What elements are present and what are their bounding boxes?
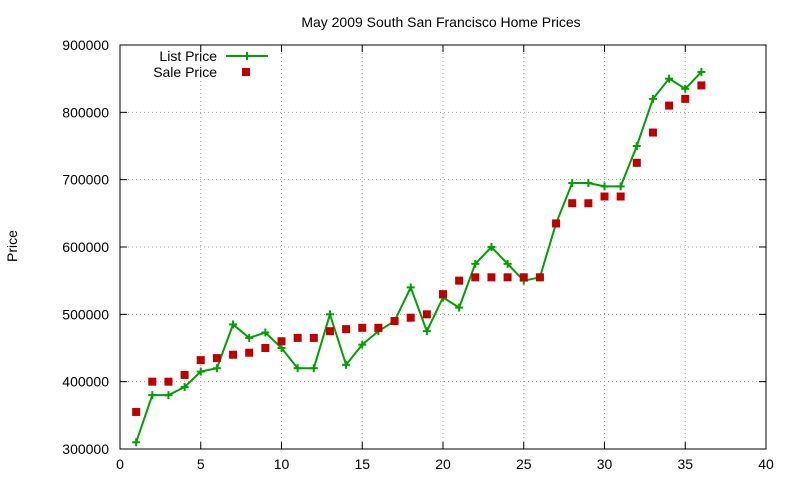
list-price-point — [132, 438, 141, 447]
sale-price-point — [406, 313, 415, 322]
list-price-point — [342, 360, 351, 369]
sale-price-point — [277, 337, 286, 346]
sale-price-point — [293, 333, 302, 342]
list-price-point — [245, 333, 254, 342]
list-price-point — [471, 259, 480, 268]
x-tick-label: 10 — [274, 456, 290, 472]
list-price-point — [148, 391, 157, 400]
plot-area — [132, 67, 706, 447]
legend-label: Sale Price — [153, 64, 217, 80]
list-price-point — [406, 283, 415, 292]
list-price-point — [293, 364, 302, 373]
sale-price-point — [616, 192, 625, 201]
sale-price-point — [471, 273, 480, 282]
list-price-point — [180, 383, 189, 392]
sale-price-point — [584, 199, 593, 208]
list-price-point — [697, 67, 706, 76]
sale-price-point — [665, 101, 674, 110]
sale-price-point — [342, 325, 351, 334]
sale-price-point — [632, 158, 641, 167]
y-tick-label: 600000 — [62, 239, 109, 255]
list-price-point — [277, 344, 286, 352]
sale-price-point — [568, 199, 577, 208]
y-tick-label: 400000 — [62, 374, 109, 390]
list-price-point — [358, 340, 367, 349]
list-price-point — [648, 94, 657, 103]
y-tick-label: 500000 — [62, 306, 109, 322]
y-tick-label: 300000 — [62, 441, 109, 457]
grid — [120, 45, 766, 449]
sale-price-point — [325, 327, 334, 336]
x-tick-label: 15 — [354, 456, 370, 472]
x-tick-label: 20 — [435, 456, 451, 472]
list-price-point — [196, 367, 205, 376]
sale-price-point — [148, 377, 157, 386]
sale-price-point — [180, 370, 189, 379]
list-price-point — [600, 182, 609, 191]
list-price-point — [164, 391, 173, 400]
sale-price-point — [229, 350, 238, 359]
y-axis-label: Price — [4, 230, 20, 262]
list-price-point — [681, 84, 690, 93]
sale-price-point — [535, 273, 544, 282]
sale-price-point — [697, 81, 706, 90]
list-price-point — [309, 364, 318, 373]
sale-price-point — [261, 344, 270, 352]
y-tick-label: 700000 — [62, 172, 109, 188]
sale-price-point — [455, 276, 464, 285]
list-price-point — [325, 310, 334, 319]
sale-price-point — [439, 290, 447, 299]
sale-price-point — [212, 354, 221, 363]
sale-price-point — [358, 323, 367, 332]
chart-title: May 2009 South San Francisco Home Prices — [301, 14, 580, 30]
sale-price-point — [309, 333, 318, 342]
sale-price-point — [390, 317, 399, 326]
axes: 0 5 10 15 20 25 30 35 40 300000 400000 500000 600000… — [62, 37, 774, 472]
sale-price-point — [519, 273, 528, 282]
list-price-point — [455, 303, 464, 312]
list-price-point — [616, 182, 625, 191]
x-tick-label: 35 — [677, 456, 693, 472]
x-tick-label: 30 — [597, 456, 613, 472]
sale-price-point — [600, 192, 609, 201]
sale-price-point — [503, 273, 512, 282]
y-tick-label: 800000 — [62, 104, 109, 120]
list-price-point — [229, 320, 238, 329]
x-tick-label: 5 — [197, 456, 205, 472]
y-tick-label: 900000 — [62, 37, 109, 53]
list-price-point — [487, 243, 496, 251]
legend-square-sample — [242, 68, 250, 76]
list-price-point — [212, 364, 221, 373]
sale-price-point — [132, 407, 141, 416]
sale-price-point — [681, 94, 690, 103]
sale-price-point — [552, 219, 561, 228]
sale-price-point — [374, 323, 383, 332]
list-price-point — [632, 142, 641, 150]
x-tick-label: 0 — [116, 456, 124, 472]
list-price-point — [665, 74, 674, 83]
list-price-point — [261, 328, 270, 337]
sale-price-point — [164, 377, 173, 386]
list-price-line — [135, 71, 703, 443]
list-price-point — [503, 259, 512, 268]
legend-label: List Price — [159, 48, 217, 64]
x-tick-label: 25 — [516, 456, 532, 472]
sale-price-point — [422, 310, 431, 319]
x-tick-label: 40 — [758, 456, 774, 472]
sale-price-point — [487, 273, 496, 282]
list-price-point — [568, 179, 577, 188]
list-price-point — [584, 179, 593, 188]
sale-price-point — [648, 128, 657, 137]
list-price-point — [422, 327, 431, 336]
sale-price-point — [196, 356, 205, 365]
sale-price-point — [245, 348, 254, 357]
